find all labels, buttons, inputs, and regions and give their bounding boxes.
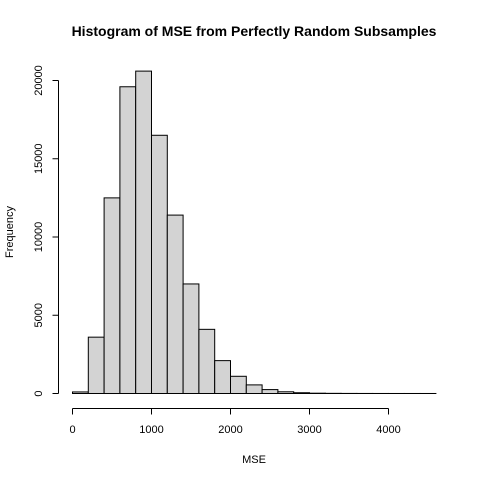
- x-tick-label: 2000: [218, 424, 242, 436]
- bars-group: [72, 70, 437, 395]
- y-tick-label: 15000: [33, 143, 45, 174]
- histogram-bar: [135, 70, 152, 395]
- x-tick-label: 1000: [139, 424, 163, 436]
- x-tick-label: 4000: [376, 424, 400, 436]
- y-axis-label: Frequency: [4, 206, 16, 258]
- x-axis-label: MSE: [242, 454, 266, 466]
- histogram-bar: [214, 360, 231, 395]
- histogram-bar: [151, 134, 168, 394]
- histogram-bar: [277, 391, 295, 394]
- y-tick-label: 0: [33, 390, 45, 396]
- histogram-bar: [87, 336, 105, 395]
- histogram-bar: [103, 197, 121, 395]
- histogram-bar: [230, 375, 247, 395]
- y-axis: 0 5000 10000 15000 20000: [33, 65, 59, 397]
- histogram-bar: [261, 389, 279, 394]
- histogram-bar: [198, 328, 216, 394]
- x-axis: 0 1000 2000 3000 4000: [69, 408, 401, 436]
- histogram-bar: [245, 384, 263, 395]
- x-tick-label: 0: [69, 424, 75, 436]
- histogram-bar: [166, 214, 184, 394]
- y-tick-label: 20000: [33, 65, 45, 96]
- histogram-bar: [72, 391, 89, 395]
- y-tick-label: 10000: [33, 222, 45, 253]
- histogram-bar: [182, 283, 200, 395]
- chart-title: Histogram of MSE from Perfectly Random S…: [72, 23, 437, 39]
- histogram-bar: [293, 392, 311, 395]
- x-tick-label: 3000: [297, 424, 321, 436]
- histogram-bar: [119, 86, 137, 394]
- y-tick-label: 5000: [33, 303, 45, 327]
